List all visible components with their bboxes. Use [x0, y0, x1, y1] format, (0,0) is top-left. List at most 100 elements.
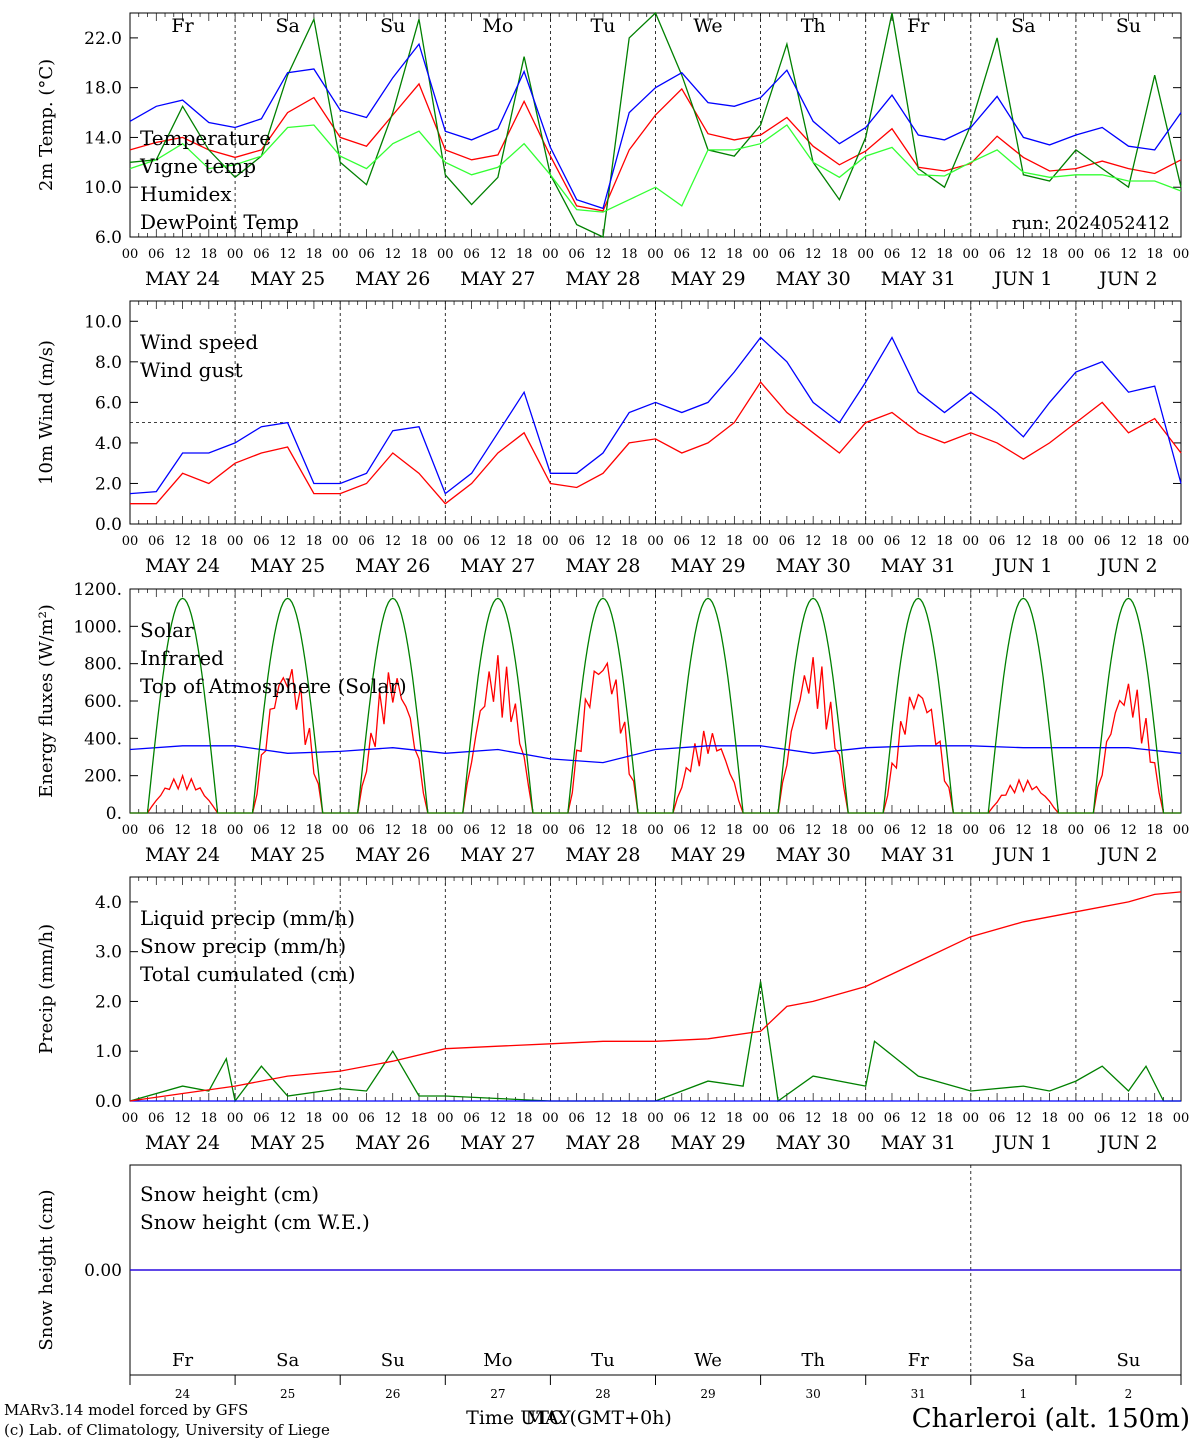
day-number: 29 — [700, 1387, 715, 1401]
hour-label: 18 — [1041, 247, 1058, 262]
y-tick-label: 2.0 — [95, 992, 122, 1012]
hour-label: 12 — [910, 823, 927, 838]
date-label: MAY 26 — [355, 844, 430, 866]
legend-entry: Infrared — [140, 646, 224, 670]
date-label: MAY 27 — [460, 1132, 535, 1154]
panel-wind — [129, 300, 1182, 525]
hour-label: 00 — [1068, 534, 1085, 549]
hour-label: 12 — [174, 247, 191, 262]
hour-label: 00 — [542, 247, 559, 262]
hour-label: 18 — [726, 823, 743, 838]
hour-label: 06 — [253, 823, 270, 838]
date-label: MAY 31 — [881, 268, 956, 290]
hour-label: 06 — [568, 823, 585, 838]
series-line-dewpoint-temp — [129, 124, 1182, 213]
hour-label: 06 — [148, 823, 165, 838]
hour-label: 06 — [884, 247, 901, 262]
hour-label: 18 — [621, 1111, 638, 1126]
hour-label: 00 — [122, 1111, 139, 1126]
hour-label: 00 — [963, 823, 980, 838]
hour-label: 06 — [568, 534, 585, 549]
date-label: MAY 28 — [565, 268, 640, 290]
hour-label: 06 — [1094, 247, 1111, 262]
legend-entry: Snow precip (mm/h) — [140, 934, 346, 958]
hour-label: 00 — [122, 247, 139, 262]
hour-label: 12 — [1120, 534, 1137, 549]
date-label: MAY 30 — [776, 1132, 851, 1154]
hour-label: 06 — [674, 247, 691, 262]
hour-label: 06 — [884, 534, 901, 549]
hour-label: 00 — [647, 534, 664, 549]
hour-label: 06 — [148, 247, 165, 262]
day-number: 27 — [490, 1387, 505, 1401]
y-axis-label: Snow height (cm) — [36, 1189, 57, 1350]
hour-label: 12 — [1015, 247, 1032, 262]
day-name: Su — [380, 15, 405, 37]
hour-label: 00 — [332, 247, 349, 262]
hour-label: 18 — [411, 247, 428, 262]
day-name: Th — [801, 15, 826, 37]
date-label: MAY 31 — [881, 555, 956, 577]
date-label: JUN 2 — [1097, 1132, 1157, 1154]
hour-label: 12 — [1120, 247, 1137, 262]
hour-label: 12 — [1015, 823, 1032, 838]
hour-label: 00 — [227, 534, 244, 549]
y-tick-label: 22.0 — [84, 29, 122, 49]
hour-label: 18 — [621, 534, 638, 549]
y-tick-label: 14.0 — [84, 128, 122, 148]
hour-label: 12 — [384, 823, 401, 838]
hour-label: 12 — [910, 1111, 927, 1126]
hour-label: 06 — [779, 823, 796, 838]
hour-label: 12 — [700, 534, 717, 549]
hour-label: 00 — [542, 1111, 559, 1126]
series-line-infrared — [129, 745, 1182, 764]
day-name: Su — [1116, 15, 1141, 37]
y-axis-label: Precip (mm/h) — [36, 924, 57, 1054]
day-number: 31 — [911, 1387, 926, 1401]
panel-energy — [129, 588, 1182, 814]
hour-label: 00 — [542, 823, 559, 838]
legend-entry: Top of Atmosphere (Solar) — [140, 674, 407, 698]
hour-label: 06 — [989, 534, 1006, 549]
legend-entry: Temperature — [140, 126, 271, 150]
hour-label: 12 — [1015, 1111, 1032, 1126]
day-number: 2 — [1125, 1387, 1133, 1401]
panel-temp — [129, 11, 1182, 238]
hour-label: 00 — [1068, 247, 1085, 262]
hour-label: 00 — [1173, 1111, 1190, 1126]
hour-label: 18 — [621, 247, 638, 262]
model-credit: MARv3.14 model forced by GFS — [4, 1401, 248, 1419]
series-line-temperature — [129, 82, 1182, 212]
hour-label: 12 — [700, 823, 717, 838]
hour-label: 06 — [989, 247, 1006, 262]
hour-label: 18 — [411, 823, 428, 838]
date-label: MAY 25 — [250, 555, 325, 577]
hour-label: 12 — [595, 247, 612, 262]
hour-label: 00 — [857, 534, 874, 549]
date-label: MAY 28 — [565, 844, 640, 866]
hour-label: 06 — [148, 1111, 165, 1126]
hour-label: 00 — [122, 823, 139, 838]
date-label: MAY 29 — [670, 844, 745, 866]
hour-label: 12 — [490, 823, 507, 838]
hour-label: 18 — [201, 534, 218, 549]
hour-label: 00 — [752, 1111, 769, 1126]
hour-label: 06 — [463, 534, 480, 549]
hour-label: 00 — [857, 823, 874, 838]
day-name: Fr — [171, 15, 194, 37]
hour-label: 12 — [174, 823, 191, 838]
hour-label: 06 — [358, 247, 375, 262]
y-tick-label: 2.0 — [95, 474, 122, 494]
hour-label: 18 — [516, 823, 533, 838]
hour-label: 00 — [752, 823, 769, 838]
legend-entry: Vigne temp — [139, 154, 256, 178]
legend-entry: Humidex — [140, 182, 232, 206]
series-line-vigne-temp — [129, 11, 1182, 238]
day-name: Su — [381, 1350, 405, 1371]
hour-label: 12 — [700, 1111, 717, 1126]
hour-label: 06 — [674, 823, 691, 838]
hour-label: 12 — [910, 247, 927, 262]
hour-label: 12 — [805, 823, 822, 838]
day-name: Mo — [483, 1350, 512, 1371]
day-number: 28 — [595, 1387, 610, 1401]
